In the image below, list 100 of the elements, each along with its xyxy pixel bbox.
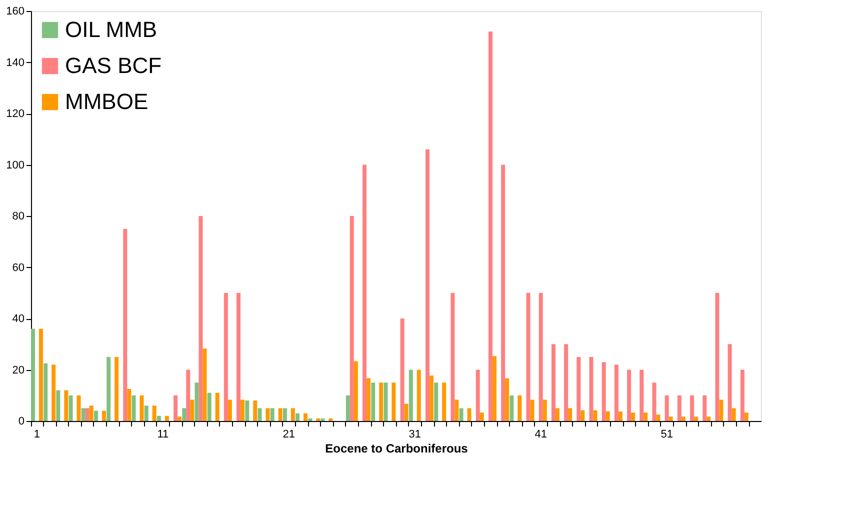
bar [442,382,446,421]
bar [426,149,430,421]
bar [156,416,161,421]
bar [530,400,534,421]
y-tick-label: 80 [12,210,24,222]
bar [354,361,358,421]
bar [505,378,510,421]
bar [564,344,568,421]
x-tick-label: 11 [157,428,169,440]
y-tick-label: 40 [12,313,24,325]
bar [52,364,56,421]
bar [240,400,245,421]
bar [282,408,287,421]
bar [76,395,81,421]
bar [568,408,572,421]
bar [186,370,190,421]
bar [627,370,632,421]
bar [31,328,35,421]
bar [350,216,354,421]
bar [518,395,522,421]
bar [480,412,484,421]
bar [132,395,136,421]
x-axis-title: Eocene to Carboniferous [325,442,468,456]
bar [476,370,480,421]
bar [656,414,660,421]
bar [555,408,560,421]
bar [207,392,212,421]
bar [152,406,156,421]
bar [366,378,370,421]
bar [694,416,698,421]
x-tick-label: 51 [660,428,673,440]
bar [215,392,220,421]
y-tick-label: 60 [12,262,24,274]
bar [631,412,636,421]
bar [408,370,413,421]
y-tick-label: 140 [6,56,24,69]
bar [429,376,434,421]
bar [677,395,682,421]
bar [56,390,60,421]
bar [270,408,274,421]
bar [526,292,530,421]
bar [606,411,610,421]
x-tick-label: 1 [34,428,40,440]
bar [245,400,250,421]
bar [320,418,325,421]
y-tick-label: 20 [12,364,24,376]
bar [576,356,581,421]
bar [740,370,744,421]
bar [492,356,496,421]
bar [85,408,90,421]
bar [404,404,408,421]
bar [123,228,128,421]
bar [308,418,312,421]
bar [715,292,720,421]
bar [450,292,455,421]
bar [164,416,169,421]
x-tick-label: 21 [282,428,296,440]
bar [434,382,438,421]
bar [652,382,656,421]
bar [346,395,350,421]
bar [224,292,228,421]
bar [551,344,556,421]
x-tick-label: 41 [534,428,547,440]
bar [174,395,178,421]
bar [702,395,707,421]
bar [400,318,404,421]
bar [194,382,199,421]
legend-label: OIL MMB [65,17,158,42]
bar [510,395,514,421]
bar [44,363,48,421]
bar [328,418,333,421]
bar [732,408,736,421]
bar [202,348,207,421]
bar [127,388,132,421]
bar [64,390,68,421]
bar [379,382,384,421]
bar [94,410,98,421]
bar [278,408,282,421]
bar [38,328,43,421]
bar [68,395,73,421]
bar [290,408,295,421]
bar [371,382,376,421]
bar [362,164,366,421]
bar [392,382,396,421]
bar [178,416,182,421]
bar [744,412,748,421]
bar [467,408,472,421]
bar [258,408,262,421]
bar [266,408,270,421]
legend-label: GAS BCF [65,53,162,78]
bar [618,412,622,421]
bar [296,413,300,421]
bar [614,364,618,421]
bar [706,416,711,421]
bar [690,395,694,421]
bar [114,356,119,421]
bar [182,408,186,421]
bar [668,416,673,421]
bar [236,292,241,421]
bar [593,410,598,421]
